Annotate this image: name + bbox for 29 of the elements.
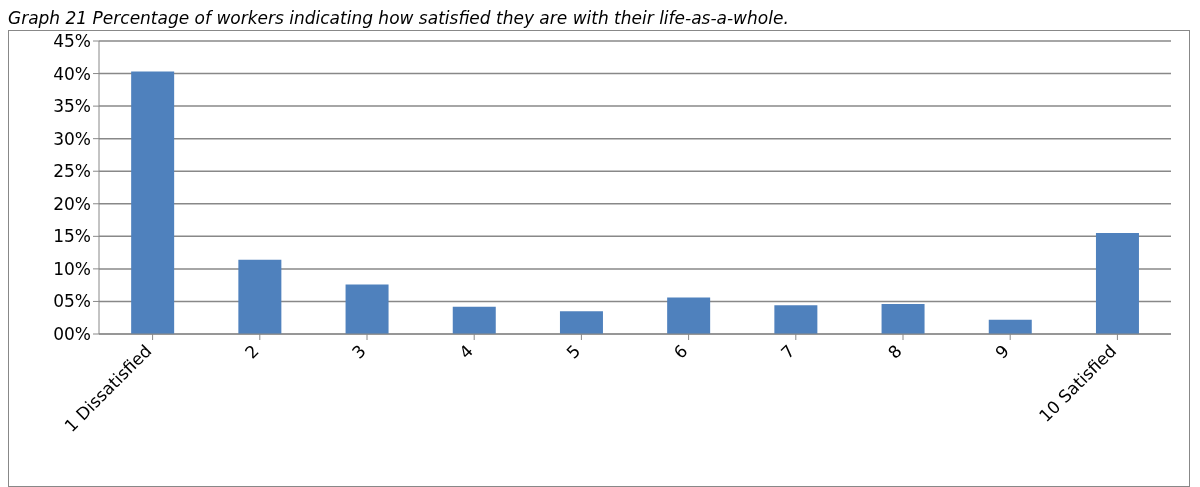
y-tick-label: 05% xyxy=(53,291,91,312)
x-tick-label: 9 xyxy=(991,340,1014,363)
bar xyxy=(131,71,175,334)
x-tick-label: 5 xyxy=(562,340,585,363)
x-tick-label: 3 xyxy=(348,340,370,363)
bar xyxy=(345,284,389,334)
y-tick-label: 10% xyxy=(53,258,91,279)
x-tick-label: 7 xyxy=(776,340,799,363)
y-tick-label: 30% xyxy=(53,128,91,149)
bar xyxy=(238,259,282,334)
y-tick-label: 40% xyxy=(53,63,91,84)
y-tick-label: 45% xyxy=(53,31,91,52)
x-tick-label: 2 xyxy=(240,340,263,363)
y-tick-label: 25% xyxy=(53,161,91,182)
x-tick-label: 8 xyxy=(884,340,906,363)
bar xyxy=(774,305,818,334)
bar xyxy=(881,304,925,334)
bar xyxy=(988,319,1032,334)
x-tick-label: 6 xyxy=(669,340,692,363)
bar xyxy=(559,311,603,334)
y-tick-label: 20% xyxy=(53,193,91,214)
bar xyxy=(452,306,496,334)
chart-title: Graph 21 Percentage of workers indicating how satisfied they are with their life-as-a-whole. xyxy=(8,8,790,30)
y-tick-label: 15% xyxy=(53,226,91,247)
x-tick-label: 4 xyxy=(455,340,478,363)
y-tick-label: 00% xyxy=(53,324,91,345)
bar xyxy=(1095,233,1139,334)
y-tick-label: 35% xyxy=(53,96,91,117)
bar xyxy=(667,297,711,334)
